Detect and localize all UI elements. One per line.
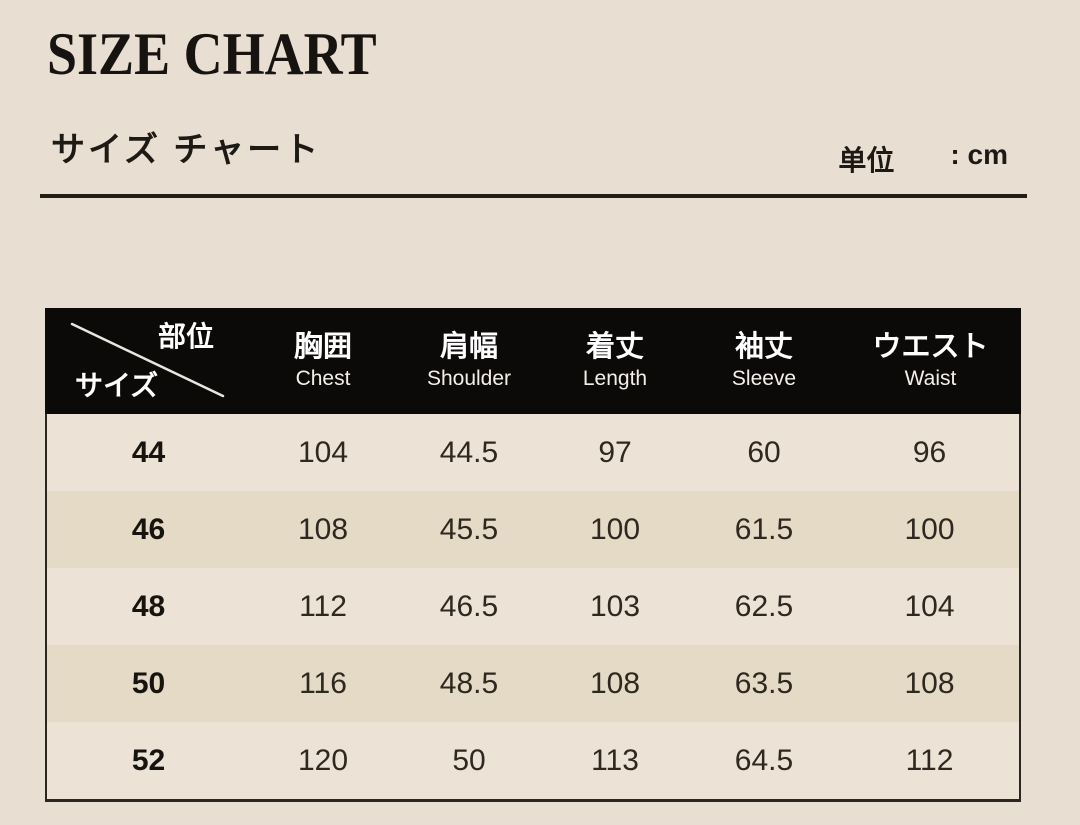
- size-table: 部位 サイズ 胸囲 Chest 肩幅 Shoulder 着丈 Length 袖丈 Sleeve…: [45, 308, 1021, 802]
- unit-indicator: 单位 : cm: [838, 139, 1008, 179]
- value-cell: 100: [589, 512, 641, 546]
- value-cell: 64.5: [734, 743, 794, 777]
- corner-label-part: 部位: [157, 321, 214, 352]
- unit-value: : cm: [950, 139, 1008, 170]
- table-row-size-46: 46 108 45.5 100 61.5 100: [47, 491, 1019, 568]
- value-cell: 100: [904, 512, 955, 546]
- value-cell: 45.5: [439, 512, 499, 546]
- size-cell: 46: [131, 512, 166, 546]
- unit-label: 单位: [838, 145, 895, 176]
- column-header-jp: 着丈: [585, 330, 644, 363]
- value-cell: 46.5: [439, 589, 499, 623]
- value-cell: 48.5: [439, 666, 499, 700]
- column-header-en: Length: [582, 367, 648, 391]
- corner-diagonal-line: [70, 322, 225, 398]
- column-header-jp: 胸囲: [293, 330, 352, 363]
- value-cell: 120: [297, 743, 349, 777]
- column-header-jp: 肩幅: [439, 330, 498, 363]
- value-cell: 97: [598, 435, 632, 469]
- size-cell: 44: [131, 435, 166, 469]
- table-row-size-44: 44 104 44.5 97 60 96: [47, 414, 1019, 491]
- table-corner-cell: 部位 サイズ: [45, 308, 250, 414]
- table-row-size-50: 50 116 48.5 108 63.5 108: [47, 645, 1019, 722]
- size-cell: 50: [131, 666, 166, 700]
- value-cell: 104: [904, 589, 955, 623]
- column-header-en: Shoulder: [426, 367, 512, 391]
- value-cell: 112: [905, 743, 954, 777]
- column-header-jp: ウエスト: [872, 330, 989, 363]
- corner-label-size: サイズ: [75, 370, 159, 402]
- column-header-en: Chest: [295, 367, 351, 391]
- column-header-chest: 胸囲 Chest: [250, 308, 396, 414]
- value-cell: 116: [299, 666, 347, 700]
- column-header-waist: ウエスト Waist: [840, 308, 1021, 414]
- table-header-row: 部位 サイズ 胸囲 Chest 肩幅 Shoulder 着丈 Length 袖丈 Sleeve…: [45, 308, 1021, 414]
- value-cell: 61.5: [734, 512, 794, 546]
- value-cell: 108: [904, 666, 955, 700]
- page-title: SIZE CHART: [47, 21, 377, 87]
- value-cell: 112: [299, 589, 347, 623]
- value-cell: 63.5: [734, 666, 794, 700]
- table-row-size-48: 48 112 46.5 103 62.5 104: [47, 568, 1019, 645]
- value-cell: 44.5: [439, 435, 499, 469]
- value-cell: 104: [297, 435, 349, 469]
- value-cell: 60: [747, 435, 781, 469]
- size-cell: 48: [131, 589, 166, 623]
- value-cell: 62.5: [734, 589, 794, 623]
- column-header-sleeve: 袖丈 Sleeve: [688, 308, 840, 414]
- value-cell: 113: [591, 743, 639, 777]
- value-cell: 96: [912, 435, 947, 469]
- value-cell: 103: [589, 589, 641, 623]
- column-header-en: Sleeve: [731, 367, 797, 391]
- table-body: 44 104 44.5 97 60 96 46 108 45.5 100 61.5 100 48 112 4…: [45, 414, 1021, 802]
- page-subtitle: サイズ チャート: [51, 131, 322, 169]
- column-header-length: 着丈 Length: [542, 308, 688, 414]
- column-header-jp: 袖丈: [734, 330, 793, 363]
- divider-line: [40, 194, 1027, 198]
- column-header-shoulder: 肩幅 Shoulder: [396, 308, 542, 414]
- table-row-size-52: 52 120 50 113 64.5 112: [47, 722, 1019, 799]
- value-cell: 108: [297, 512, 349, 546]
- column-header-en: Waist: [904, 367, 957, 391]
- value-cell: 108: [589, 666, 641, 700]
- size-cell: 52: [131, 743, 166, 777]
- value-cell: 50: [452, 743, 486, 777]
